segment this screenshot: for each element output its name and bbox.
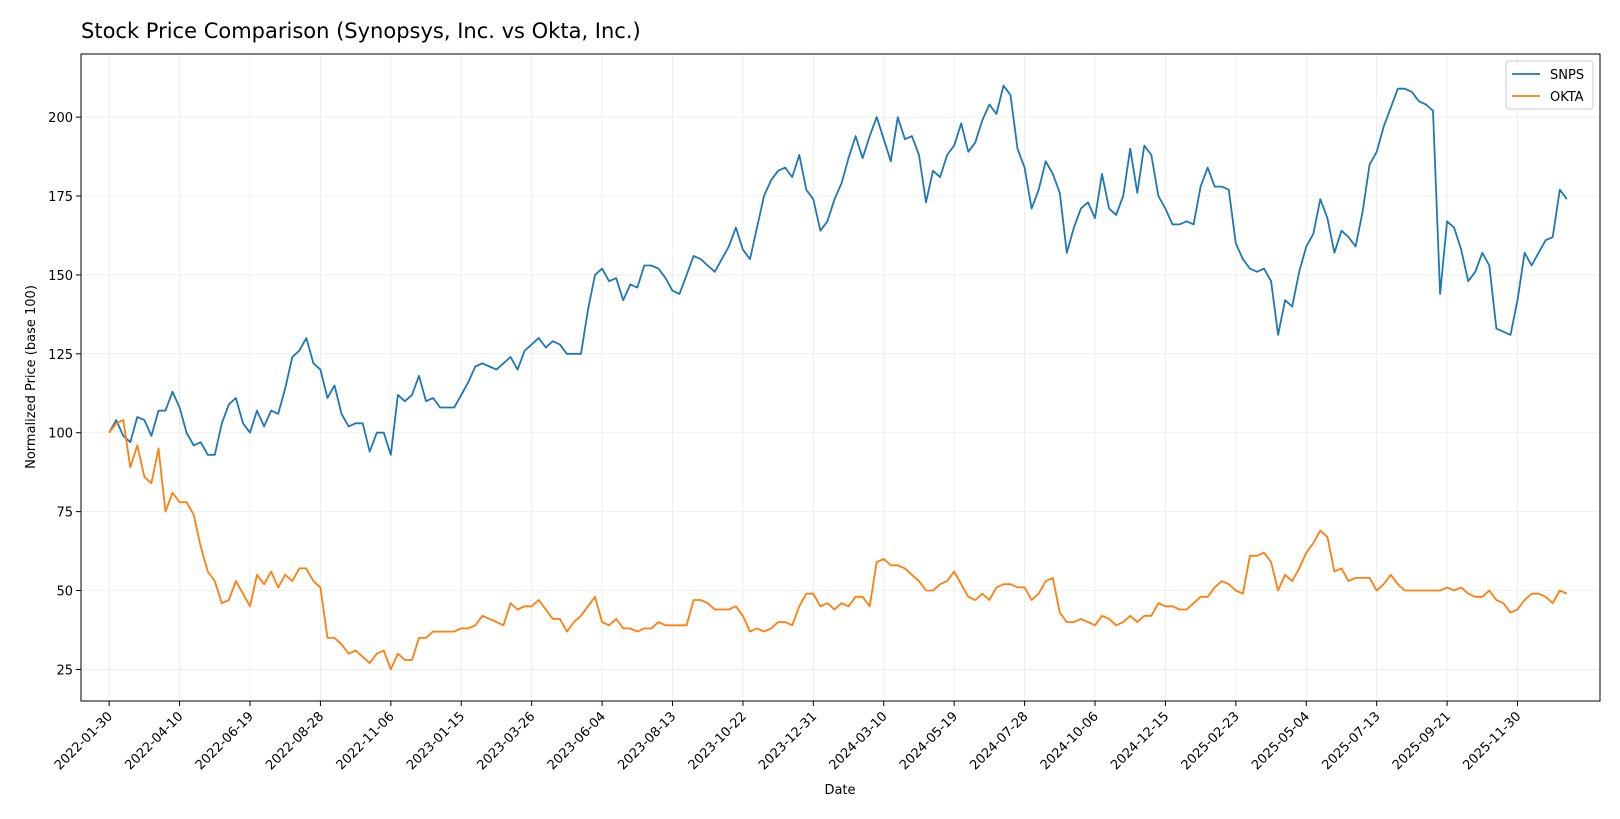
plot-frame	[80, 53, 1601, 702]
x-tick-label: 2025-07-13	[1319, 709, 1383, 773]
x-tick-label: 2024-12-15	[1108, 709, 1172, 773]
x-tick-label: 2025-02-23	[1179, 709, 1243, 773]
x-tick-label: 2023-08-13	[615, 709, 679, 773]
x-tick-label: 2024-03-10	[827, 709, 891, 773]
x-tick-label: 2023-12-31	[756, 709, 820, 773]
chart-title: Stock Price Comparison (Synopsys, Inc. v…	[81, 19, 641, 43]
x-tick-label: 2023-01-15	[404, 709, 468, 773]
y-tick-label: 200	[48, 111, 73, 126]
y-tick-label: 75	[56, 506, 73, 521]
x-tick-label: 2022-08-28	[263, 709, 327, 773]
x-axis-label: Date	[824, 783, 855, 798]
y-tick-label: 50	[56, 585, 73, 600]
x-tick-label: 2022-11-06	[334, 709, 398, 773]
series-line-okta	[108, 419, 1568, 671]
y-axis-ticks: 25 50 75 100 125 150 175 200	[48, 111, 81, 678]
x-tick-label: 2022-04-10	[122, 709, 186, 773]
y-axis-label: Normalized Price (base 100)	[24, 285, 39, 469]
legend-label-okta: OKTA	[1550, 90, 1584, 105]
x-tick-label: 2025-11-30	[1460, 709, 1524, 773]
plot-background	[81, 54, 1600, 701]
x-tick-label: 2024-05-19	[897, 709, 961, 773]
x-tick-label: 2022-01-30	[52, 709, 116, 773]
x-tick-label: 2024-10-06	[1038, 709, 1102, 773]
x-tick-label: 2025-09-21	[1390, 709, 1454, 773]
y-tick-label: 100	[48, 427, 73, 442]
x-tick-label: 2023-06-04	[545, 709, 609, 773]
grid-lines	[81, 54, 1600, 701]
x-tick-label: 2025-05-04	[1249, 709, 1313, 773]
y-tick-label: 175	[48, 190, 73, 205]
x-axis-ticks: 2022-01-30 2022-04-10 2022-06-19 2022-08-28…	[52, 701, 1524, 773]
y-tick-label: 125	[48, 348, 73, 363]
y-tick-label: 25	[56, 663, 73, 678]
legend: SNPS OKTA	[1505, 60, 1594, 110]
x-tick-label: 2023-03-26	[474, 709, 538, 773]
series-line-snps	[108, 84, 1568, 456]
legend-frame	[1505, 60, 1594, 110]
x-tick-label: 2024-07-28	[967, 709, 1031, 773]
legend-label-snps: SNPS	[1550, 68, 1584, 83]
x-tick-label: 2022-06-19	[193, 709, 257, 773]
x-tick-label: 2023-10-22	[686, 709, 750, 773]
y-tick-label: 150	[48, 269, 73, 284]
series-lines	[108, 84, 1568, 671]
